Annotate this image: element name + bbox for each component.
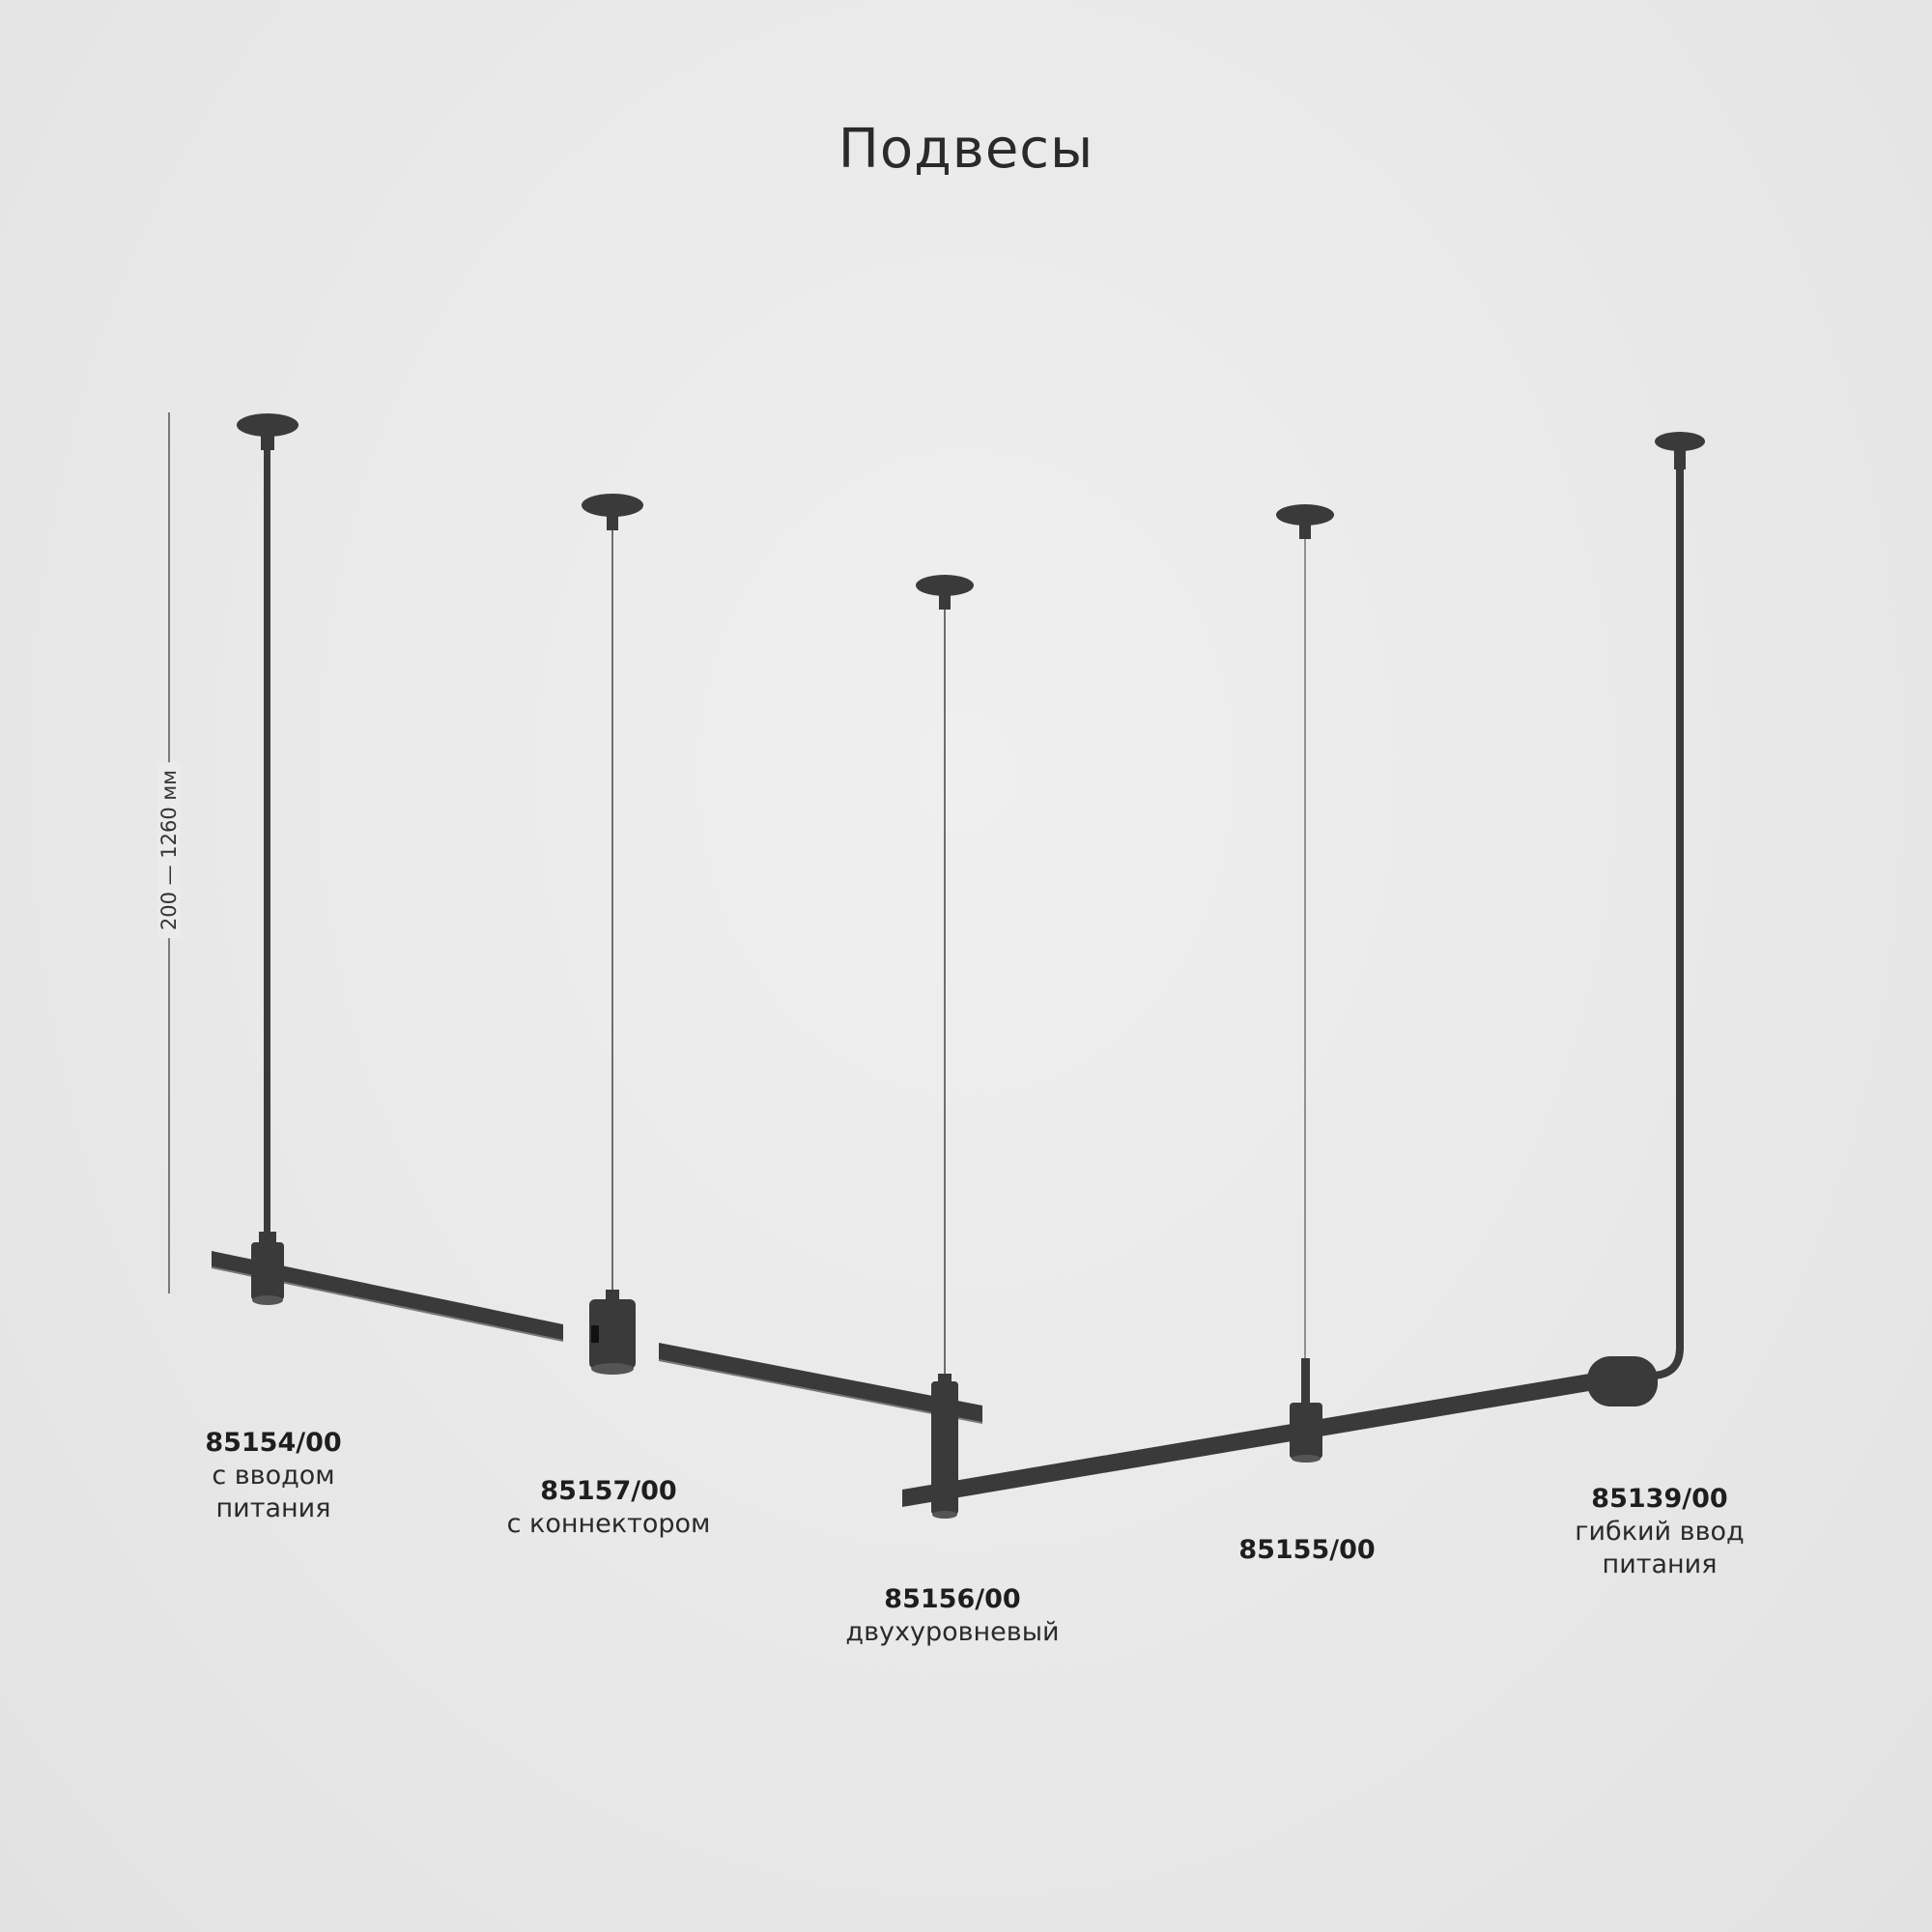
product-code: 85154/00 (205, 1428, 342, 1458)
product-code: 85139/00 (1591, 1484, 1728, 1514)
product-description: гибкий ввод (1575, 1517, 1745, 1547)
product-label-85139: 85139/00 гибкий ввод питания (1575, 1483, 1744, 1581)
product-description: двухуровневый (845, 1617, 1060, 1647)
page-title: Подвесы (838, 118, 1094, 181)
product-code: 85157/00 (540, 1476, 677, 1506)
pendant-85139 (1587, 432, 1705, 1406)
product-label-85156: 85156/00 двухуровневый (845, 1583, 1059, 1649)
pendant-85156 (658, 575, 1589, 1519)
track-segment (902, 1374, 1589, 1507)
product-label-85154: 85154/00 с вводом питания (205, 1427, 341, 1525)
pendant-85154 (211, 413, 564, 1342)
track-segment (659, 1343, 982, 1423)
product-code: 85156/00 (884, 1584, 1021, 1614)
track-segment (212, 1251, 563, 1341)
product-description: питания (1602, 1549, 1718, 1579)
product-description: с вводом (212, 1461, 335, 1491)
product-description: с коннектором (506, 1509, 711, 1539)
product-code: 85155/00 (1238, 1535, 1376, 1565)
pendant-85155 (1276, 504, 1334, 1463)
product-label-85155: 85155/00 (1238, 1534, 1375, 1567)
product-label-85157: 85157/00 с коннектором (507, 1475, 711, 1541)
dimension-label: 200 — 1260 мм (157, 761, 181, 939)
product-description: питания (215, 1493, 331, 1523)
pendant-85157 (582, 494, 643, 1375)
